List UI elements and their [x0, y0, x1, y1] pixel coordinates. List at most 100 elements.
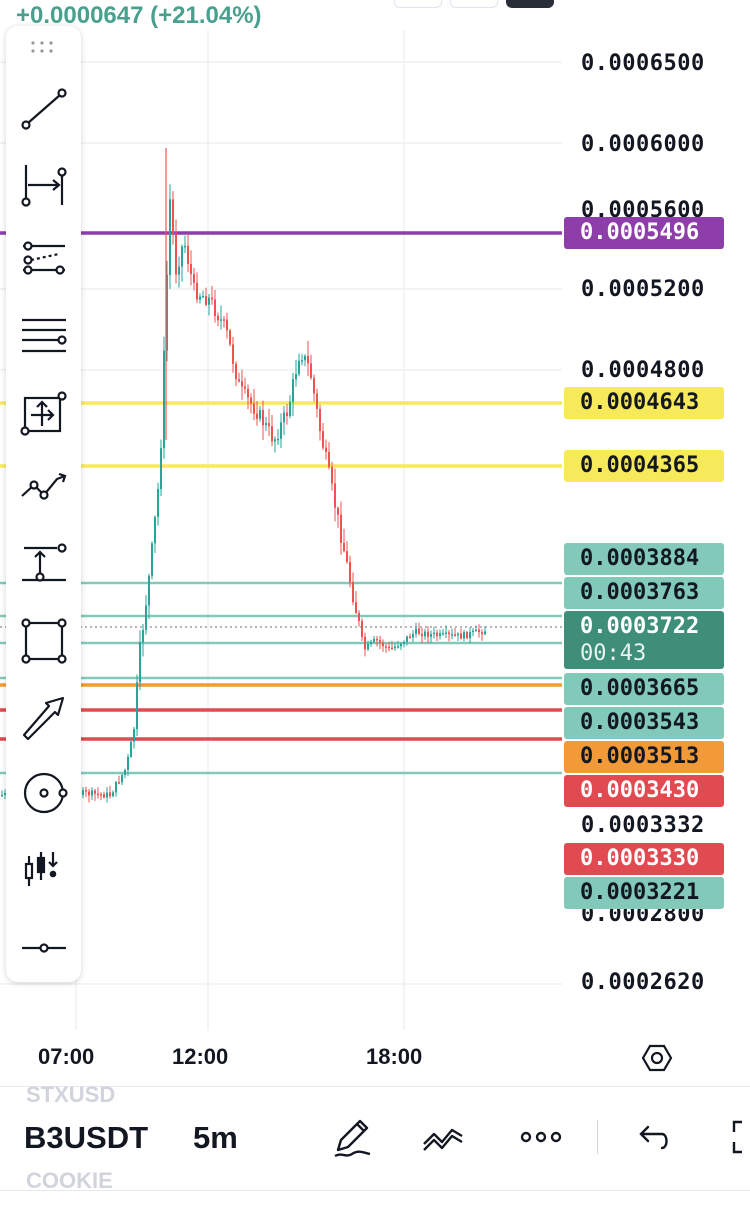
candle-body — [199, 296, 201, 300]
candle-body — [253, 403, 255, 414]
candle — [457, 632, 459, 641]
price-tag-teal[interactable]: 0.0003763 — [564, 577, 724, 609]
trend-line-icon[interactable] — [16, 81, 71, 136]
candle — [181, 244, 183, 282]
candle — [385, 643, 387, 653]
candle — [382, 639, 384, 652]
price-tag-red[interactable]: 0.0003430 — [564, 775, 724, 807]
price-tag-yellow[interactable]: 0.0004643 — [564, 387, 724, 419]
candle — [454, 627, 456, 637]
candle-body — [469, 632, 471, 639]
candle — [472, 627, 474, 637]
candle — [229, 328, 231, 347]
candle — [412, 630, 414, 643]
candle-body — [175, 233, 177, 275]
interval-button[interactable]: 5m — [193, 1120, 238, 1155]
candle — [244, 377, 246, 394]
horizontal-ray-icon[interactable] — [16, 917, 71, 972]
rectangle-icon[interactable] — [16, 613, 71, 668]
candle — [202, 290, 204, 298]
candle — [301, 354, 303, 366]
candle — [343, 528, 345, 553]
indicators-icon[interactable] — [420, 1114, 466, 1160]
navigation-bar — [0, 1190, 750, 1212]
candle — [451, 628, 453, 640]
price-tag-teal[interactable]: 0.0003665 — [564, 673, 724, 705]
candle — [100, 792, 102, 801]
candle-body — [85, 790, 87, 792]
chart-grid — [0, 30, 562, 1030]
candle-body — [244, 386, 246, 389]
candle — [436, 629, 438, 642]
candle-body — [247, 388, 249, 398]
top-button-2[interactable] — [450, 0, 498, 8]
candle-body — [466, 632, 468, 639]
candle-body — [124, 769, 126, 775]
price-tag-teal[interactable]: 0.0003221 — [564, 877, 724, 909]
symbol-name[interactable]: B3USDT — [24, 1120, 149, 1155]
candle — [88, 788, 90, 803]
candle-body — [262, 410, 264, 426]
time-axis-label: 07:00 — [38, 1044, 95, 1069]
price-axis-label: 0.0004800 — [581, 358, 705, 383]
candle — [376, 635, 378, 647]
circle-icon[interactable] — [16, 765, 71, 820]
price-tag-yellow[interactable]: 0.0004365 — [564, 450, 724, 482]
top-button-3[interactable] — [506, 0, 554, 8]
candle — [430, 630, 432, 643]
candle — [163, 336, 165, 459]
candle — [307, 340, 309, 377]
undo-icon[interactable] — [632, 1114, 678, 1160]
price-tag-purple[interactable]: 0.0005496 — [564, 217, 724, 249]
candle-body — [310, 363, 312, 378]
candle — [106, 786, 108, 803]
date-range-icon[interactable] — [16, 157, 71, 212]
candle — [139, 630, 141, 690]
horizontal-lines-icon[interactable] — [16, 309, 71, 364]
candle-body — [385, 646, 387, 648]
drag-handle-icon[interactable] — [30, 40, 58, 54]
price-tag-orange[interactable]: 0.0003513 — [564, 741, 724, 773]
candle-body — [109, 792, 111, 797]
prev-symbol[interactable]: STXUSD — [26, 1082, 116, 1107]
candle — [238, 372, 240, 383]
candle-body — [208, 297, 210, 305]
drawing-pen-icon[interactable] — [330, 1114, 376, 1160]
settings-icon[interactable] — [640, 1042, 674, 1074]
candle — [115, 780, 117, 797]
candle-body — [223, 319, 225, 321]
candle-body — [196, 282, 198, 300]
price-tag-teal[interactable]: 0.0003884 — [564, 543, 724, 575]
candle-body — [292, 379, 294, 402]
candle-body — [256, 413, 258, 419]
regression-icon[interactable] — [16, 233, 71, 288]
candle-body — [250, 397, 252, 404]
candle — [142, 623, 144, 657]
top-button-1[interactable] — [394, 0, 442, 8]
candle-body — [157, 489, 159, 517]
candle — [199, 293, 201, 304]
price-tag-red[interactable]: 0.0003330 — [564, 843, 724, 875]
candle — [232, 336, 234, 373]
candle-body — [235, 363, 237, 380]
candle — [1, 790, 3, 797]
candle-body — [169, 199, 171, 275]
candle — [298, 353, 300, 377]
more-options-icon[interactable] — [518, 1114, 564, 1160]
price-axis-label: 0.0006000 — [581, 132, 705, 157]
candle — [250, 393, 252, 414]
candle — [157, 482, 159, 526]
path-icon[interactable] — [16, 461, 71, 516]
arrow-icon[interactable] — [16, 689, 71, 744]
next-symbol[interactable]: COOKIE — [26, 1168, 113, 1193]
fullscreen-icon[interactable] — [724, 1114, 750, 1160]
long-position-icon[interactable] — [16, 841, 71, 896]
candle — [184, 235, 186, 254]
price-tag-teal[interactable]: 0.0003543 — [564, 707, 724, 739]
candle — [124, 768, 126, 779]
current-price-tag[interactable]: 0.0003722 00:43 — [564, 611, 724, 669]
candle-body — [457, 633, 459, 636]
fixed-range-icon[interactable] — [16, 385, 71, 440]
candle — [283, 405, 285, 436]
anchored-text-icon[interactable] — [16, 537, 71, 592]
